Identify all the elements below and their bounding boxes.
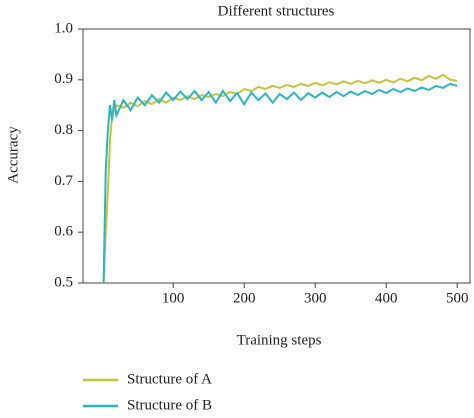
y-tick-label: 0.8 [54, 122, 73, 138]
y-tick-label: 0.6 [54, 224, 73, 240]
y-tick-label: 1.0 [54, 20, 73, 36]
legend-label: Structure of B [127, 397, 212, 413]
legend-label: Structure of A [127, 371, 212, 387]
y-axis-label: Accuracy [5, 126, 21, 184]
x-tick-label: 100 [162, 290, 185, 306]
series-line [102, 73, 458, 284]
series-line [102, 82, 458, 284]
x-tick-label: 400 [375, 290, 398, 306]
x-tick-label: 300 [304, 290, 327, 306]
y-tick-label: 0.5 [54, 274, 73, 290]
y-tick-label: 0.9 [54, 71, 73, 87]
plot-frame [82, 28, 471, 284]
chart-title: Different structures [218, 3, 335, 19]
y-tick-label: 0.7 [54, 173, 73, 189]
x-tick-label: 500 [446, 290, 469, 306]
x-tick-label: 200 [233, 290, 256, 306]
x-axis-label: Training steps [237, 332, 322, 348]
